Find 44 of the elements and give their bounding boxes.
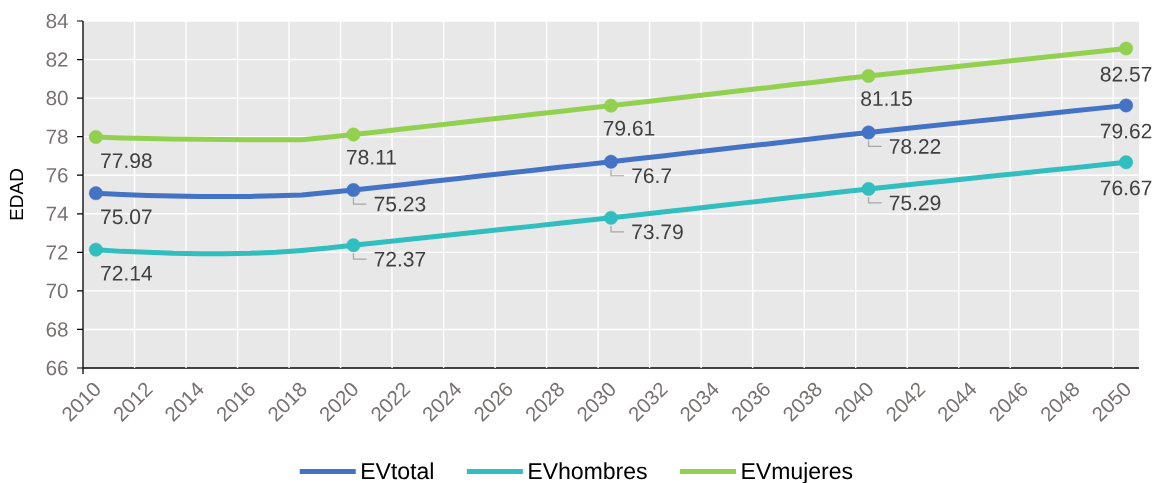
point (1119, 41, 1133, 56)
legend-label: EVmujeres (742, 462, 853, 483)
data-label: 73.79 (632, 224, 683, 240)
y-tick-label: 76 (46, 167, 68, 183)
point (88, 130, 103, 144)
point (1119, 98, 1133, 113)
point (346, 127, 361, 142)
data-label: 72.14 (101, 265, 152, 281)
y-tick-label: 80 (46, 90, 68, 106)
point (1119, 155, 1133, 170)
point (604, 98, 618, 113)
y-tick-label: 72 (46, 245, 68, 260)
point (346, 238, 361, 253)
y-tick-label: 70 (46, 283, 68, 299)
point (88, 242, 103, 257)
point (861, 69, 876, 83)
y-tick-label: 74 (46, 206, 68, 221)
data-label: 76.7 (632, 168, 671, 184)
y-tick-label: 82 (46, 52, 68, 67)
y-tick-label: 66 (46, 360, 68, 376)
point (861, 125, 876, 140)
y-tick-label: 68 (46, 322, 68, 337)
data-label: 79.61 (603, 120, 655, 136)
legend-label: EVhombres (529, 462, 647, 480)
data-label: 78.22 (889, 138, 941, 154)
data-label: 81.15 (861, 91, 912, 107)
point (88, 186, 103, 201)
point (604, 210, 618, 225)
data-label: 72.37 (374, 251, 426, 267)
y-tick-label: 78 (46, 129, 68, 144)
point (346, 183, 361, 197)
data-label: 75.29 (889, 195, 941, 211)
data-label: 75.23 (374, 196, 426, 212)
point (604, 154, 618, 169)
data-label: 79.62 (1100, 123, 1152, 139)
data-label: 76.67 (1100, 180, 1152, 196)
data-label: 75.07 (101, 209, 152, 225)
legend-label: EVtotal (362, 462, 433, 480)
data-label: 77.98 (101, 153, 152, 169)
y-axis-title: EDAD (9, 169, 24, 220)
data-label: 78.11 (347, 149, 396, 165)
point (861, 182, 876, 196)
data-label: 82.57 (1100, 66, 1152, 82)
y-tick-label: 84 (46, 13, 68, 29)
